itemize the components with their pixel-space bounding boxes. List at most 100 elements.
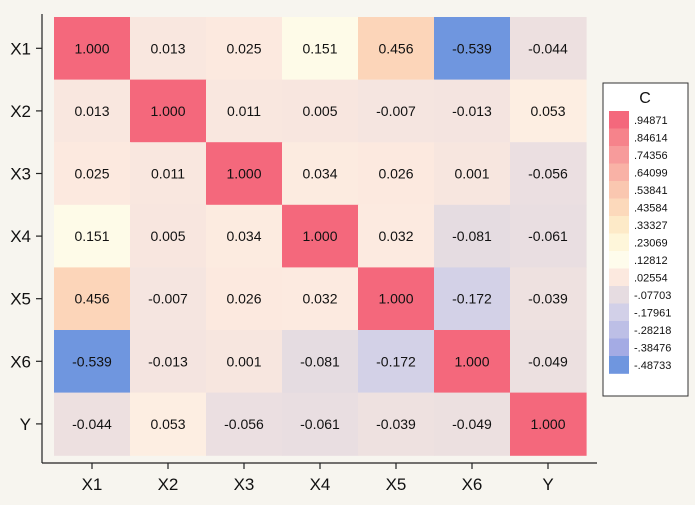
legend-label: .23069 [634, 237, 668, 249]
cell-value-label: -0.039 [528, 291, 568, 307]
heatmap-cell [130, 79, 207, 143]
cell-value-label: -0.172 [452, 291, 492, 307]
cell-value-label: 0.013 [74, 103, 109, 119]
heatmap-cell [206, 392, 283, 456]
y-tick-label: X4 [10, 227, 31, 246]
legend-label: .33327 [634, 220, 668, 232]
heatmap-cell [206, 267, 283, 331]
legend-label: -.28218 [634, 325, 671, 337]
heatmap-cell [510, 204, 587, 268]
heatmap-cell [206, 17, 283, 81]
heatmap-cell [54, 330, 131, 394]
legend: C .94871 .84614 .74356 .64099 .53841 .43584 .3… [602, 82, 689, 397]
cell-value-label: 0.001 [454, 166, 489, 182]
heatmap-cell [54, 142, 131, 206]
cell-value-label: -0.013 [148, 353, 188, 369]
cell-value-label: 0.034 [302, 166, 337, 182]
cell-value-label: -0.061 [528, 228, 568, 244]
cell-value-label: -0.539 [452, 40, 492, 56]
cell-value-label: 0.005 [150, 228, 185, 244]
cell-value-label: 1.000 [150, 103, 185, 119]
cell-value-label: 0.026 [226, 291, 261, 307]
legend-swatch [609, 251, 629, 269]
heatmap-cell [358, 17, 435, 81]
cell-value-label: -0.049 [528, 353, 568, 369]
cell-value-label: 0.011 [151, 166, 185, 182]
heatmap-cell [510, 79, 587, 143]
legend-swatch [609, 181, 629, 199]
cell-value-label: -0.172 [376, 353, 416, 369]
cell-value-label: 1.000 [74, 40, 109, 56]
x-tick-label: X3 [234, 475, 255, 494]
heatmap-cell [282, 17, 359, 81]
cell-value-label: 0.025 [74, 166, 109, 182]
cell-value-label: -0.081 [452, 228, 492, 244]
cell-value-label: 0.034 [226, 228, 261, 244]
x-tick-label: X1 [82, 475, 103, 494]
cell-value-label: 1.000 [530, 416, 565, 432]
legend-label: .53841 [634, 185, 668, 197]
heatmap-cell [130, 142, 207, 206]
heatmap-cell [358, 142, 435, 206]
legend-label: .64099 [634, 167, 668, 179]
legend-swatch [609, 128, 629, 147]
heatmap-cell [510, 392, 587, 456]
heatmap-cell [206, 330, 283, 394]
cell-value-label: 0.032 [302, 291, 337, 307]
heatmap-cell [434, 330, 511, 394]
heatmap-cell [206, 142, 283, 206]
cell-value-label: 0.001 [226, 353, 261, 369]
cell-value-label: 0.013 [150, 40, 185, 56]
heatmap-cell [434, 79, 511, 143]
cell-value-label: 1.000 [454, 353, 489, 369]
cell-value-label: -0.049 [452, 416, 492, 432]
legend-label: .02554 [634, 272, 668, 284]
heatmap-cell [434, 204, 511, 268]
heatmap-cell [510, 267, 587, 331]
legend-swatch [609, 303, 629, 322]
y-tick-label: X1 [10, 39, 31, 58]
y-tick-label: X3 [10, 165, 31, 184]
cell-value-label: 0.456 [378, 40, 413, 56]
heatmap-cell [282, 392, 359, 456]
x-tick-label: Y [542, 475, 553, 494]
cell-value-label: 0.011 [227, 103, 261, 119]
heatmap-cell [510, 17, 587, 81]
heatmap-cell [282, 79, 359, 143]
heatmap-cell [130, 204, 207, 268]
heatmap-cell [510, 330, 587, 394]
cell-value-label: -0.013 [452, 103, 492, 119]
y-tick-label: X5 [10, 290, 31, 309]
cell-value-label: 0.151 [302, 40, 337, 56]
heatmap-cell [206, 204, 283, 268]
cell-value-label: 1.000 [378, 291, 413, 307]
legend-swatch [609, 268, 629, 287]
heatmap-cell [358, 204, 435, 268]
legend-swatch [609, 163, 629, 182]
y-tick-label: Y [20, 415, 31, 434]
axis-ticks: X1 X2 X3 X4 X5 X6 Y X1 X2 X3 X4 X5 X6 Y [10, 39, 553, 494]
heatmap-cell [358, 79, 435, 143]
legend-label: -.38476 [634, 342, 671, 354]
legend-swatch [609, 198, 629, 217]
heatmap-cell [282, 204, 359, 268]
heatmap-cell [282, 330, 359, 394]
x-tick-label: X6 [462, 475, 483, 494]
legend-label: -.48733 [634, 360, 671, 372]
x-tick-label: X2 [158, 475, 179, 494]
cell-value-label: -0.007 [148, 291, 188, 307]
heatmap-cell [434, 267, 511, 331]
legend-label: -.07703 [634, 290, 671, 302]
cell-value-label: 0.053 [530, 103, 565, 119]
heatmap-cell [130, 17, 207, 81]
x-tick-label: X5 [386, 475, 407, 494]
cell-value-label: -0.081 [300, 353, 340, 369]
heatmap-cell [130, 392, 207, 456]
heatmap-cell [434, 392, 511, 456]
cell-value-label: 1.000 [226, 166, 261, 182]
heatmap-cells: 1.000 0.013 0.025 0.151 0.456 -0.539 -0.044 0.0… [54, 17, 587, 456]
x-tick-label: X4 [310, 475, 331, 494]
legend-swatch [609, 111, 629, 129]
legend-label: .43584 [634, 202, 668, 214]
